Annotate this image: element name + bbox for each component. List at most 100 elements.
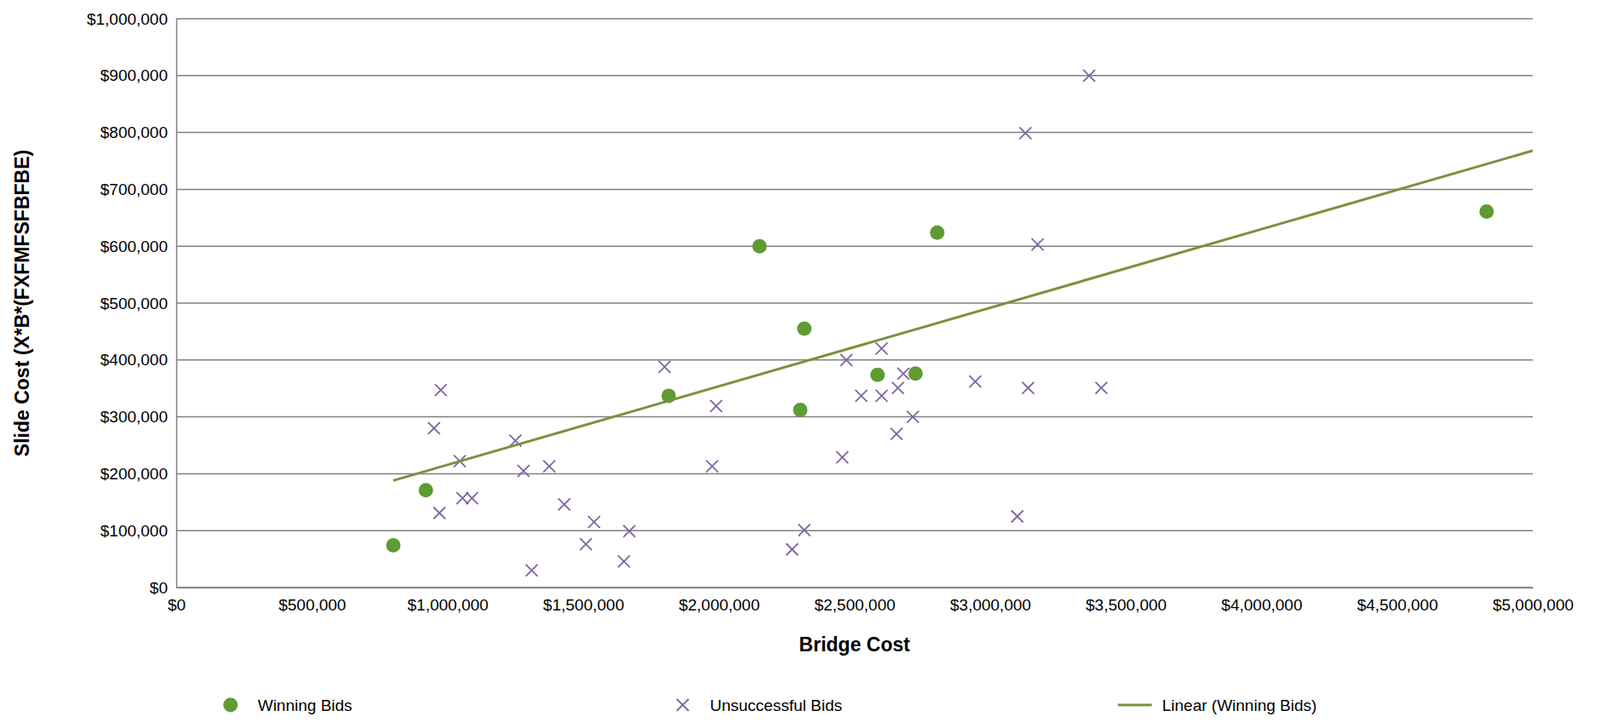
grid-line — [176, 17, 1533, 20]
point — [891, 382, 904, 395]
tick: $3,500,000 — [1085, 587, 1167, 614]
grid — [176, 18, 1533, 588]
axis-line — [177, 587, 1534, 590]
point — [1021, 382, 1034, 395]
point — [558, 498, 571, 511]
tick-label: $4,000,000 — [1221, 596, 1302, 614]
tick: $4,500,000 — [1357, 587, 1439, 614]
grid-line — [176, 473, 1533, 476]
y-axis-title: Slide Cost (X*B*(FXFMFSFBFBE) — [11, 149, 34, 457]
legend-item: Linear (Winning Bids) — [1118, 696, 1318, 715]
tick: $800,000 — [100, 123, 177, 142]
legend: Winning Bids Unsuccessful Bids Linear (Win… — [223, 696, 1317, 715]
point — [658, 361, 671, 373]
legend-label: Winning Bids — [258, 696, 353, 715]
tick: $5,000,000 — [1492, 587, 1574, 614]
tick-label: $2,000,000 — [678, 596, 760, 614]
tick-label: $100,000 — [100, 521, 168, 540]
tick: $0 — [149, 579, 177, 597]
tick: $200,000 — [100, 464, 177, 483]
point — [1011, 510, 1024, 523]
y-axis: $0 $100,000 $200,000 $300,000 $400,000 $500,0… — [86, 10, 178, 597]
legend-swatch — [223, 698, 238, 713]
point — [1083, 69, 1096, 82]
tick-label: $800,000 — [100, 123, 168, 142]
point — [579, 538, 592, 551]
tick-label: $5,000,000 — [1492, 596, 1574, 614]
point — [1019, 126, 1032, 139]
grid-line — [176, 245, 1533, 247]
point — [428, 422, 441, 435]
tick-label: $900,000 — [100, 66, 168, 85]
legend-item: Winning Bids — [223, 696, 352, 715]
tick-label: $700,000 — [100, 180, 168, 199]
grid-line — [176, 189, 1533, 191]
grid-line — [176, 131, 1533, 134]
point — [543, 460, 556, 473]
point — [1095, 382, 1107, 395]
point — [705, 460, 718, 473]
tick-label: $0 — [149, 579, 168, 597]
legend-item: Unsuccessful Bids — [676, 696, 843, 715]
point — [870, 367, 885, 383]
tick-label: $200,000 — [100, 464, 168, 483]
tick: $2,500,000 — [814, 587, 895, 614]
point — [465, 492, 478, 505]
tick: $300,000 — [100, 407, 177, 426]
tick: $1,000,000 — [407, 587, 489, 614]
tick-label: $1,000,000 — [86, 10, 168, 29]
tick: $1,500,000 — [543, 587, 625, 614]
point — [969, 375, 981, 388]
x-axis-title: Bridge Cost — [798, 633, 911, 656]
tick: $900,000 — [100, 66, 177, 85]
legend-swatch — [676, 699, 689, 712]
tick: $3,000,000 — [950, 587, 1032, 614]
point — [906, 411, 919, 424]
point — [836, 451, 849, 464]
point — [623, 525, 636, 538]
point — [517, 464, 530, 477]
axis-line — [176, 19, 178, 589]
tick-label: $2,500,000 — [814, 596, 895, 614]
trend-line — [393, 150, 1533, 481]
marks — [385, 69, 1533, 577]
tick-label: $1,000,000 — [407, 596, 489, 614]
tick-label: $1,500,000 — [543, 596, 625, 614]
tick-label: $3,000,000 — [950, 596, 1032, 614]
point — [433, 506, 446, 519]
legend-label: Linear (Winning Bids) — [1162, 696, 1318, 715]
tick: $0 — [167, 587, 186, 614]
point — [525, 564, 538, 577]
point — [418, 482, 434, 498]
tick: $400,000 — [100, 350, 177, 369]
tick-label: $0 — [167, 596, 186, 614]
point — [385, 538, 401, 553]
tick: $500,000 — [100, 294, 177, 313]
grid-line — [176, 529, 1533, 532]
point — [875, 342, 888, 355]
tick-label: $4,500,000 — [1357, 596, 1439, 614]
tick-label: $300,000 — [100, 407, 168, 426]
point — [618, 555, 631, 568]
point — [1479, 204, 1494, 219]
point — [792, 402, 808, 418]
tick-label: $500,000 — [100, 294, 168, 313]
plot: $0 $500,000 $1,000,000 $1,500,000 $2,000,000… — [86, 10, 1574, 615]
tick-label: $600,000 — [100, 237, 168, 256]
point — [710, 400, 723, 413]
point — [908, 366, 924, 381]
tick: $4,000,000 — [1221, 587, 1302, 614]
grid-line — [176, 359, 1533, 362]
point — [840, 354, 853, 367]
point — [897, 367, 910, 380]
point — [456, 492, 469, 505]
tick: $700,000 — [100, 180, 177, 199]
x-axis: $0 $500,000 $1,000,000 $1,500,000 $2,000,000… — [167, 587, 1574, 614]
point — [854, 389, 867, 402]
tick: $100,000 — [100, 521, 177, 540]
tick: $2,000,000 — [678, 587, 760, 614]
tick-label: $500,000 — [278, 596, 346, 614]
point — [1032, 238, 1044, 251]
tick: $600,000 — [100, 237, 177, 256]
grid-line — [176, 74, 1533, 77]
